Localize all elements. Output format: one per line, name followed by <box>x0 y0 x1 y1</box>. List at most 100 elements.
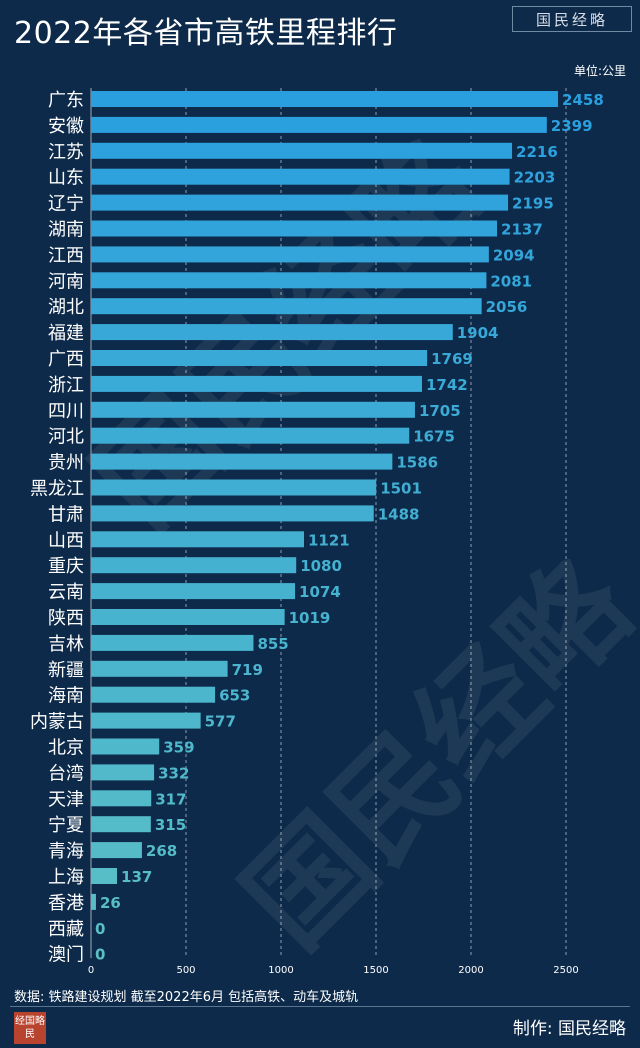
bar <box>91 246 489 263</box>
category-label: 澳门 <box>48 945 84 966</box>
footer-divider <box>10 1006 630 1007</box>
bar <box>91 298 482 315</box>
brand-logo: 国民经略 <box>512 6 632 32</box>
value-label: 26 <box>100 894 121 912</box>
value-label: 2195 <box>512 195 554 213</box>
bar <box>91 142 513 159</box>
value-label: 855 <box>257 635 288 653</box>
bar <box>91 868 118 884</box>
category-label: 陕西 <box>48 608 84 629</box>
category-label: 云南 <box>48 582 84 603</box>
category-label: 浙江 <box>48 375 84 396</box>
value-label: 1586 <box>396 454 438 472</box>
category-label: 上海 <box>48 867 84 888</box>
category-label: 河南 <box>48 271 84 292</box>
category-label: 山东 <box>48 168 84 189</box>
value-label: 2081 <box>490 272 532 290</box>
category-label: 吉林 <box>48 634 84 655</box>
category-label: 宁夏 <box>48 815 84 836</box>
bar <box>91 634 254 651</box>
category-label: 北京 <box>48 738 84 759</box>
category-label: 贵州 <box>48 453 84 474</box>
footer-logo: 经国略民 <box>14 1012 46 1044</box>
bar <box>91 686 216 703</box>
bar <box>91 764 155 781</box>
x-tick-label: 1500 <box>363 965 388 976</box>
category-label: 江苏 <box>48 142 84 163</box>
value-label: 1742 <box>426 376 468 394</box>
value-label: 1705 <box>419 402 461 420</box>
category-label: 广东 <box>48 90 84 111</box>
value-label: 2399 <box>551 117 593 135</box>
bar <box>91 660 228 677</box>
bar <box>91 842 142 859</box>
bar <box>91 531 304 548</box>
chart-title: 2022年各省市高铁里程排行 <box>14 16 398 51</box>
bar <box>91 91 559 107</box>
value-label: 1501 <box>380 480 422 498</box>
bar <box>91 375 422 392</box>
data-source-note: 数据: 铁路建设规划 截至2022年6月 包括高铁、动车及城轨 <box>14 990 359 1005</box>
category-label: 天津 <box>48 789 84 810</box>
value-label: 0 <box>95 946 105 964</box>
category-label: 西藏 <box>48 919 84 940</box>
bar <box>91 324 453 341</box>
bar <box>91 712 201 729</box>
bar <box>91 816 151 833</box>
value-label: 2137 <box>501 221 543 239</box>
value-label: 1769 <box>431 350 473 368</box>
category-label: 内蒙古 <box>30 712 84 733</box>
category-label: 湖北 <box>48 297 84 318</box>
category-label: 台湾 <box>48 763 84 784</box>
bar <box>91 609 285 625</box>
category-label: 海南 <box>48 686 84 707</box>
bar <box>91 893 96 910</box>
value-label: 2203 <box>514 169 556 187</box>
x-tick-label: 1000 <box>268 965 293 976</box>
bar <box>91 272 487 289</box>
bar <box>91 790 152 807</box>
bar <box>91 479 377 496</box>
value-label: 1074 <box>299 583 341 601</box>
value-label: 2216 <box>516 143 558 161</box>
value-label: 1121 <box>308 531 350 549</box>
category-label: 香港 <box>48 893 84 914</box>
value-label: 332 <box>158 764 189 782</box>
category-label: 河北 <box>48 427 84 448</box>
value-label: 0 <box>95 920 105 938</box>
bar <box>91 194 509 211</box>
category-label: 甘肃 <box>48 504 84 525</box>
x-tick-label: 2500 <box>553 965 578 976</box>
category-label: 重庆 <box>48 556 84 577</box>
x-tick-label: 500 <box>176 965 195 976</box>
x-tick-label: 0 <box>88 965 94 976</box>
category-label: 安徽 <box>48 116 84 137</box>
bar <box>91 220 498 237</box>
category-label: 山西 <box>48 530 84 551</box>
value-label: 2056 <box>486 298 528 316</box>
value-label: 1080 <box>300 557 342 575</box>
value-label: 719 <box>232 661 263 679</box>
value-label: 1675 <box>413 428 455 446</box>
value-label: 315 <box>155 816 186 834</box>
unit-label: 单位:公里 <box>573 64 626 78</box>
category-label: 四川 <box>48 401 84 422</box>
category-label: 江西 <box>48 245 84 266</box>
bar <box>91 738 160 755</box>
value-label: 359 <box>163 739 194 757</box>
value-label: 653 <box>219 687 250 705</box>
category-label: 广西 <box>48 349 84 370</box>
credit-text: 制作: 国民经略 <box>512 1019 626 1039</box>
bar-chart: 广东 2458 安徽 2399 江苏 2216 山东 2203 辽宁 2195 湖南 2137 江西 20… <box>30 88 604 976</box>
value-label: 1904 <box>457 324 499 342</box>
bar <box>91 453 393 470</box>
bar <box>91 116 547 133</box>
value-label: 1019 <box>289 609 331 627</box>
category-label: 辽宁 <box>48 194 84 215</box>
category-label: 新疆 <box>48 660 84 681</box>
x-tick-label: 2000 <box>458 965 483 976</box>
bar <box>91 505 374 522</box>
category-label: 青海 <box>48 841 84 862</box>
value-label: 1488 <box>378 505 420 523</box>
value-label: 2094 <box>493 246 535 264</box>
